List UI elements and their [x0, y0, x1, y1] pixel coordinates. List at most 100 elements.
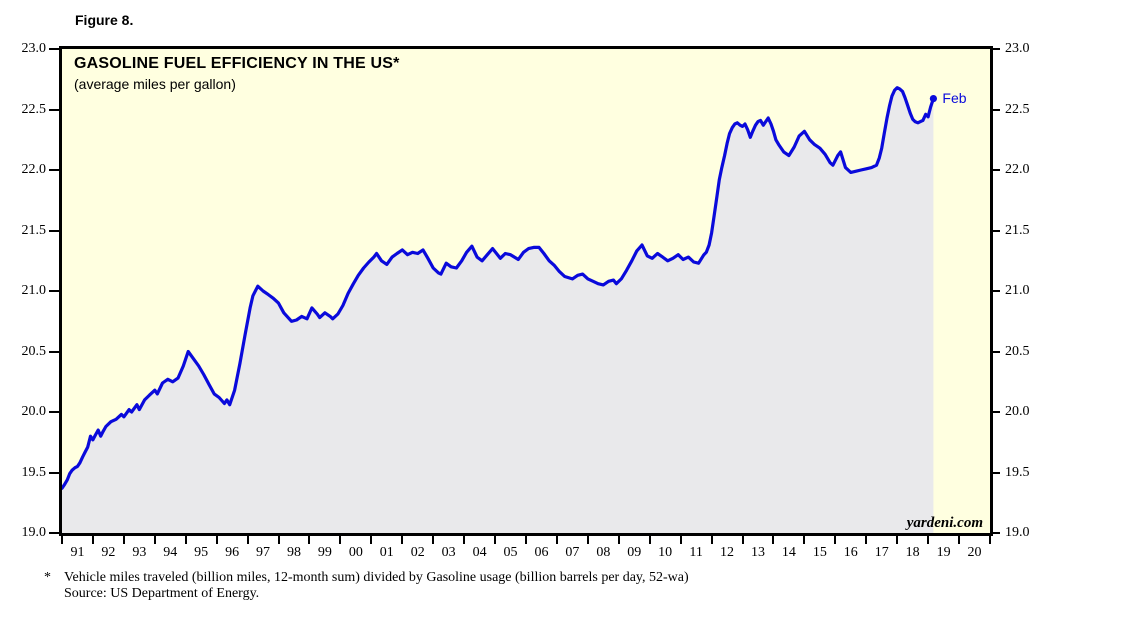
y-axis-tick-label-right: 19.5: [1005, 464, 1030, 480]
x-axis-tick-label: 91: [70, 545, 85, 560]
x-axis-tick: [772, 536, 775, 544]
y-axis-tick-label-left: 20.5: [21, 343, 47, 359]
x-axis-tick-label: 09: [627, 545, 642, 560]
x-axis-tick-label: 15: [812, 545, 827, 560]
x-axis-tick-label: 92: [101, 545, 116, 560]
series-end-label: Feb: [942, 89, 967, 106]
x-axis-tick-label: 20: [967, 545, 982, 560]
y-axis-tick-right: [990, 471, 1000, 474]
x-axis-tick-label: 96: [225, 545, 240, 560]
x-axis-tick: [834, 536, 837, 544]
y-axis-tick-left: [49, 350, 59, 353]
y-axis-tick-left: [49, 471, 59, 474]
x-axis-tick-label: 11: [689, 545, 703, 560]
x-axis-tick-label: 16: [843, 545, 858, 560]
x-axis-tick: [927, 536, 930, 544]
x-axis-tick: [803, 536, 806, 544]
series-end-marker: [929, 95, 938, 103]
footnote-asterisk: *: [44, 570, 51, 585]
x-axis-tick-label: 17: [874, 545, 889, 560]
series-area-fill: [62, 87, 934, 533]
x-axis-tick-label: 97: [256, 545, 271, 560]
y-axis-tick-label-right: 23.0: [1005, 41, 1030, 56]
y-axis-tick-label-right: 20.5: [1005, 343, 1030, 359]
x-axis-tick: [277, 536, 280, 544]
y-axis-tick-label-right: 22.5: [1005, 101, 1030, 117]
y-axis-tick-right: [990, 169, 1000, 171]
y-axis-tick-label-left: 22.5: [21, 101, 47, 117]
x-axis-tick: [246, 536, 249, 544]
y-axis-tick-label-left: 22.0: [21, 162, 47, 177]
x-axis-tick: [494, 536, 497, 544]
y-axis-tick-right: [990, 532, 1000, 534]
x-axis-tick-label: 01: [379, 545, 394, 560]
y-axis-tick-label-right: 19.0: [1005, 525, 1030, 540]
y-axis-tick-right: [990, 48, 1000, 50]
x-axis-tick: [91, 536, 94, 544]
x-axis-tick-label: 08: [596, 545, 611, 560]
x-axis-tick: [710, 536, 713, 544]
plot-area: GASOLINE FUEL EFFICIENCY IN THE US* (ave…: [59, 46, 993, 536]
figure-label: Figure 8.: [75, 12, 134, 28]
x-axis-tick: [184, 536, 187, 544]
y-axis-tick-label-left: 19.0: [21, 525, 47, 540]
x-axis-tick: [741, 536, 744, 544]
x-axis-tick: [401, 536, 404, 544]
x-axis-tick-label: 94: [163, 545, 178, 560]
y-axis-tick-right: [990, 350, 1000, 353]
x-axis-tick: [648, 536, 651, 544]
y-axis-tick-label-left: 21.5: [21, 222, 47, 238]
x-axis-tick: [215, 536, 218, 544]
y-axis-tick-label-left: 23.0: [21, 41, 47, 56]
x-axis-tick-label: 19: [936, 545, 951, 560]
x-axis-tick: [432, 536, 435, 544]
footnote-line-1: Vehicle miles traveled (billion miles, 1…: [64, 570, 689, 585]
y-axis-tick-label-right: 22.0: [1005, 162, 1030, 177]
x-axis-tick: [865, 536, 868, 544]
x-axis-tick: [525, 536, 527, 544]
y-axis-tick-label-right: 21.0: [1005, 283, 1030, 298]
chart-subtitle: (average miles per gallon): [74, 76, 236, 92]
y-axis-tick-label-left: 20.0: [21, 404, 47, 419]
x-axis-tick: [617, 536, 620, 544]
x-axis-tick: [370, 536, 373, 544]
y-axis-tick-left: [49, 169, 59, 171]
y-axis-tick-left: [49, 290, 59, 292]
x-axis-tick-label: 03: [441, 545, 456, 560]
x-axis-tick-label: 12: [720, 545, 735, 560]
x-axis-tick-label: 00: [348, 545, 363, 560]
x-axis-tick: [586, 536, 589, 544]
x-axis-tick-label: 13: [750, 545, 765, 560]
footnote-line-2: Source: US Department of Energy.: [64, 586, 260, 601]
x-axis-tick: [122, 536, 125, 544]
x-axis-tick: [308, 536, 311, 544]
x-axis-tick: [896, 536, 899, 544]
x-axis-tick-label: 99: [317, 545, 332, 560]
chart-canvas: [62, 86, 938, 533]
watermark-yardeni: yardeni.com: [906, 515, 983, 531]
x-axis-tick-label: 04: [472, 545, 487, 560]
x-axis-tick: [153, 536, 156, 544]
x-axis-tick-label: 18: [905, 545, 920, 560]
x-axis-tick: [555, 536, 558, 544]
x-axis-tick-label: 05: [503, 545, 518, 560]
y-axis-tick-right: [990, 229, 1000, 232]
x-axis-tick: [989, 536, 991, 544]
y-axis-tick-left: [49, 48, 59, 50]
x-axis-tick-label: 10: [658, 545, 673, 560]
y-axis-tick-right: [990, 411, 1000, 413]
footnote-lines: Vehicle miles traveled (billion miles, 1…: [64, 570, 689, 602]
x-axis-tick-label: 14: [781, 545, 796, 560]
y-axis-tick-left: [49, 411, 59, 413]
x-axis-tick-label: 07: [565, 545, 580, 560]
x-axis-tick-label: 95: [194, 545, 209, 560]
x-axis-tick: [463, 536, 466, 544]
series-line: [62, 86, 935, 490]
x-axis-tick: [679, 536, 682, 544]
x-axis-tick-label: 93: [132, 545, 147, 560]
y-axis-tick-left: [49, 108, 59, 111]
x-axis-tick: [61, 536, 63, 544]
y-axis-tick-label-left: 21.0: [21, 283, 47, 298]
chart-title: GASOLINE FUEL EFFICIENCY IN THE US*: [74, 55, 400, 72]
